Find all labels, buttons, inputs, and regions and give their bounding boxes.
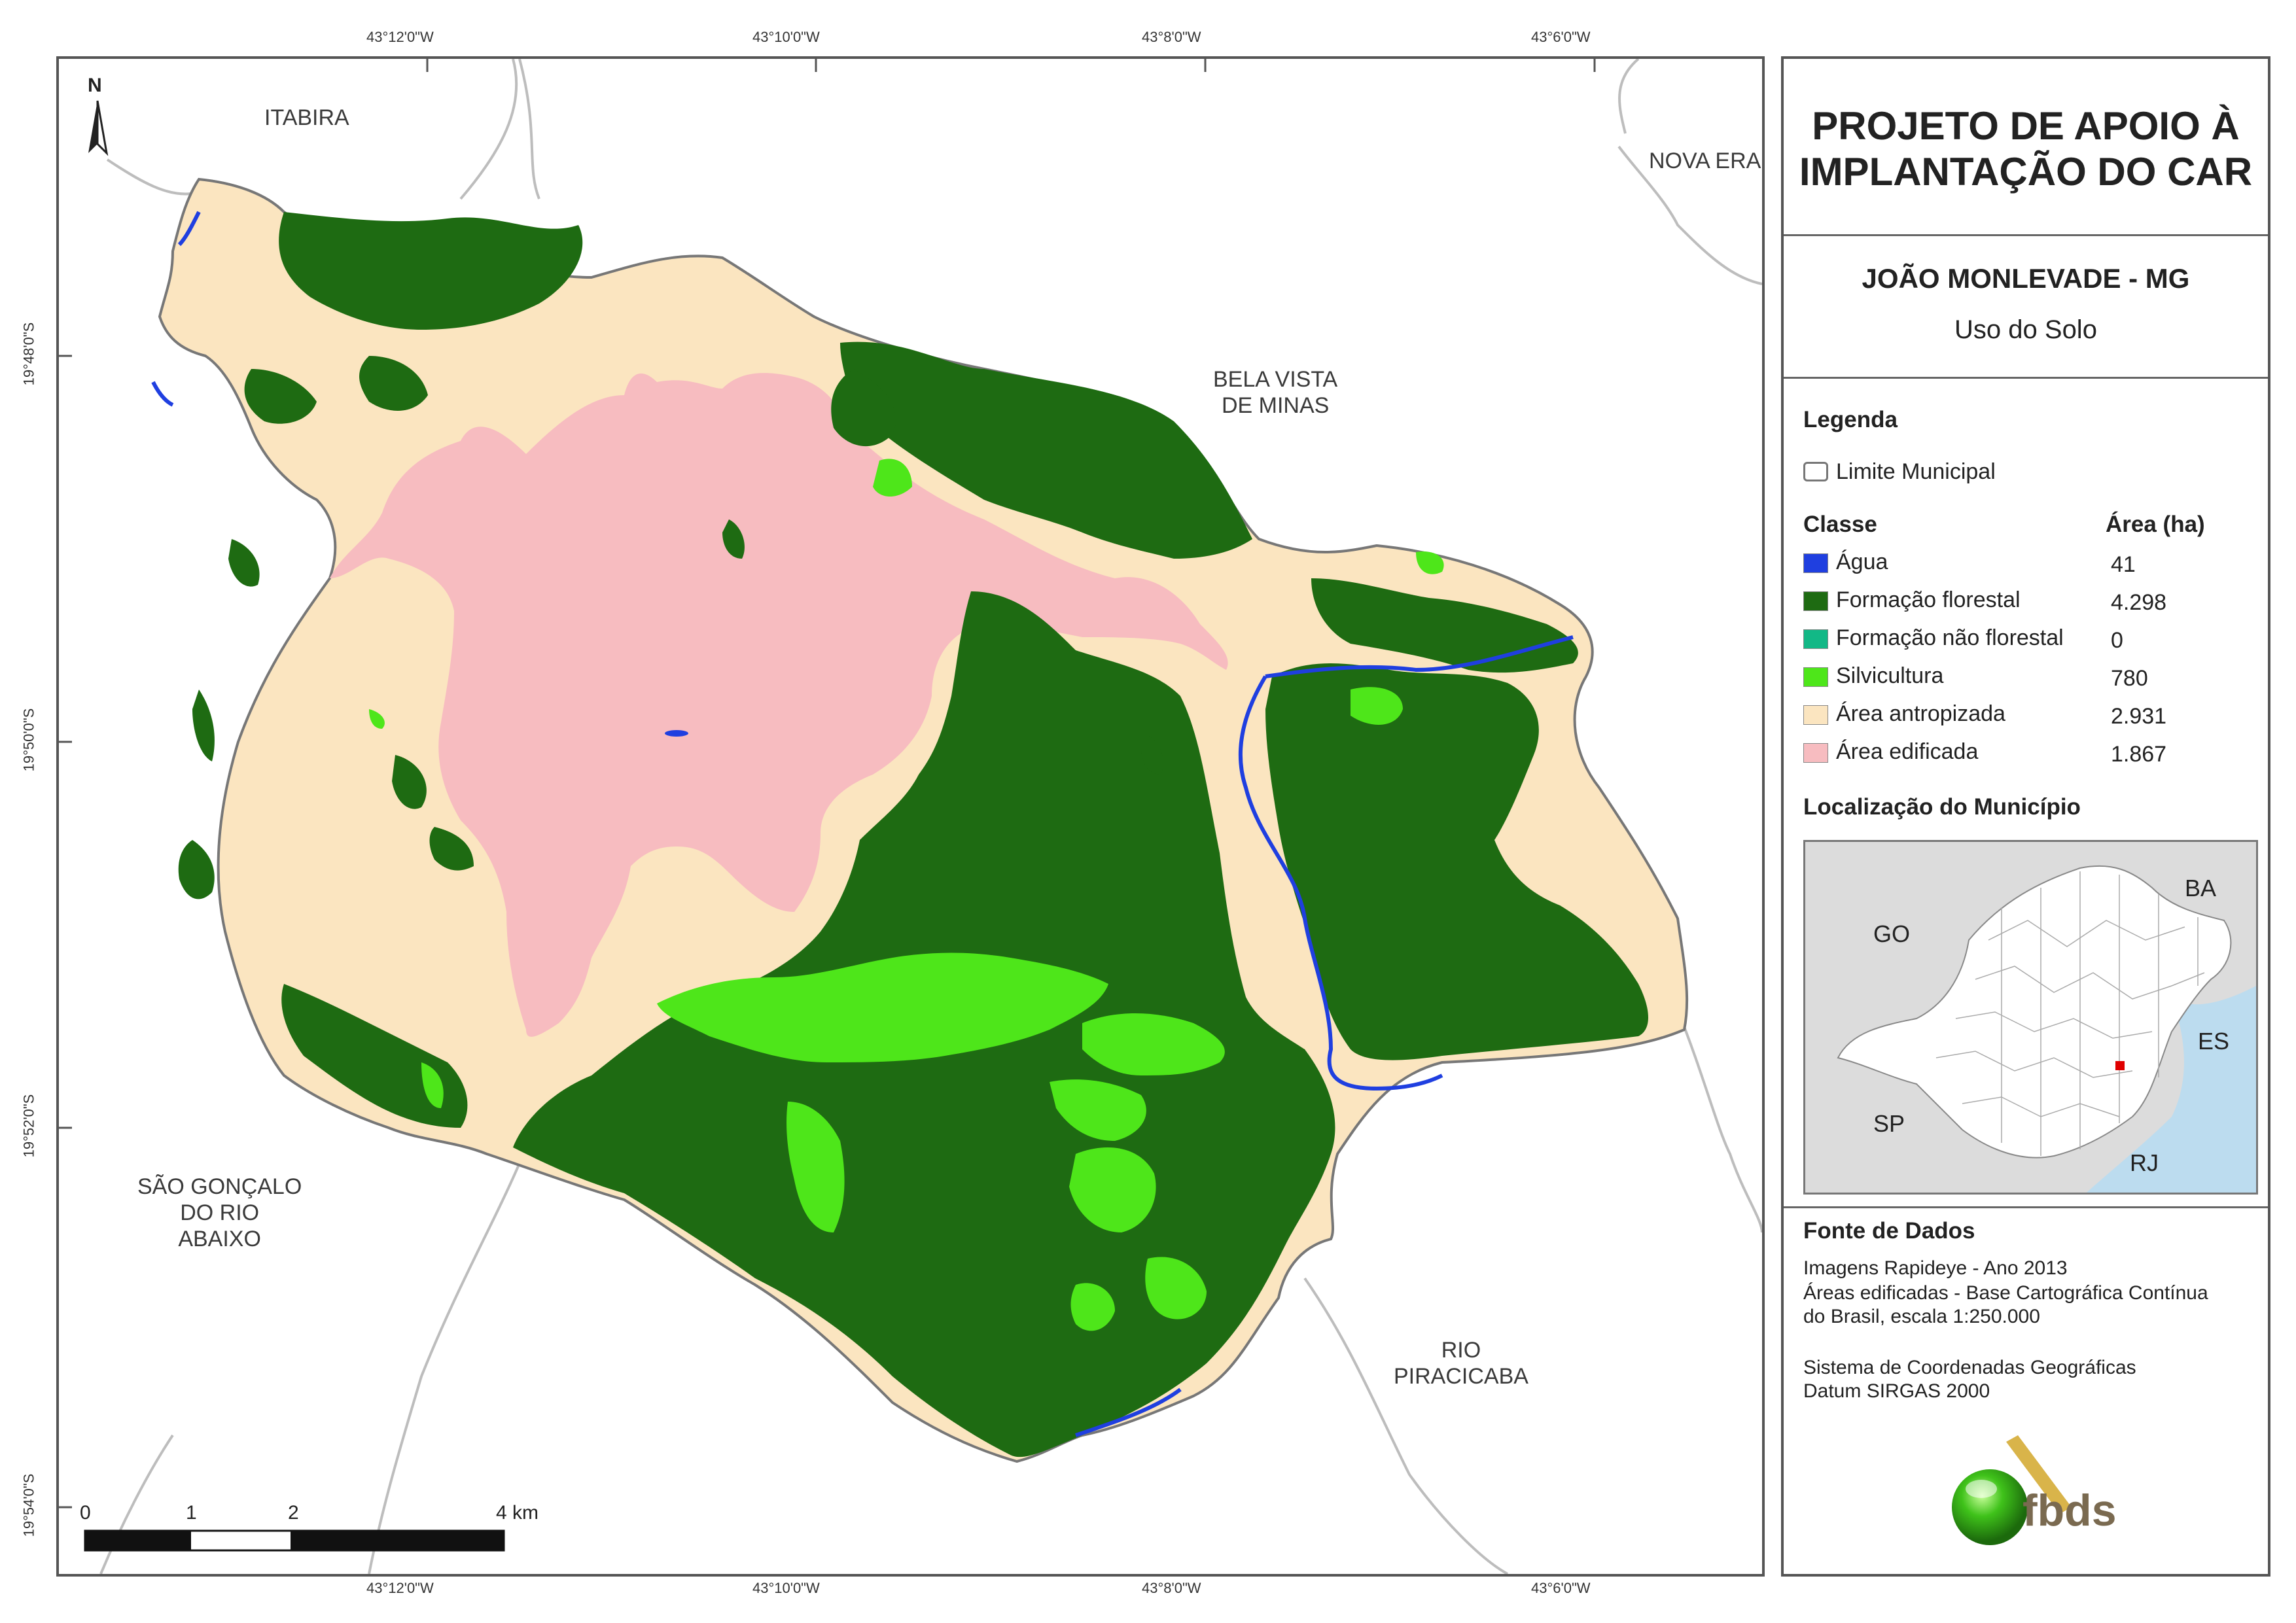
class-swatch xyxy=(1803,629,1828,649)
lon-label-bottom-4: 43°6'0"W xyxy=(1531,1580,1591,1596)
neighbor-itabira: ITABIRA xyxy=(264,105,349,130)
urban-area xyxy=(330,373,1228,1037)
lat-label-4: 19°54'0"S xyxy=(20,1473,37,1537)
neighbor-nova-era: NOVA ERA xyxy=(1649,148,1761,173)
lat-label-1: 19°48'0"S xyxy=(20,322,37,386)
inset-svg xyxy=(1837,865,2256,1193)
lon-label-bottom-3: 43°8'0"W xyxy=(1142,1580,1201,1596)
lon-label-top-3: 43°8'0"W xyxy=(1142,29,1201,45)
class-area: 41 xyxy=(2111,552,2136,577)
class-area: 780 xyxy=(2111,666,2148,691)
neighbor-bela-vista: BELA VISTA DE MINAS xyxy=(1213,367,1338,418)
lon-label-bottom-1: 43°12'0"W xyxy=(366,1580,434,1596)
divider xyxy=(1784,1206,2268,1208)
scale-label-2: 2 xyxy=(288,1502,299,1524)
city-title: JOÃO MONLEVADE - MG xyxy=(1862,263,2190,294)
class-swatch xyxy=(1803,553,1828,573)
class-name: Formação florestal xyxy=(1836,587,2021,612)
lon-label-top-4: 43°6'0"W xyxy=(1531,29,1591,45)
lat-label-3: 19°52'0"S xyxy=(20,1094,37,1158)
map-frame[interactable]: N ITABIRA NOVA ERA BELA VISTA DE MINAS S… xyxy=(56,56,1765,1577)
theme-title: Uso do Solo xyxy=(1954,315,2097,344)
divider xyxy=(1784,234,2268,236)
lon-label-top-1: 43°12'0"W xyxy=(366,29,434,45)
state-label-ba: BA xyxy=(2185,875,2217,901)
class-area: 1.867 xyxy=(2111,742,2167,767)
class-swatch xyxy=(1803,743,1828,763)
neighbor-rio-piracicaba: RIO PIRACICABA xyxy=(1394,1338,1528,1389)
class-name: Silvicultura xyxy=(1836,663,1944,688)
state-label-go: GO xyxy=(1873,920,1911,947)
class-area: 0 xyxy=(2111,628,2123,653)
north-label: N xyxy=(88,75,102,96)
scale-label-0: 0 xyxy=(80,1502,91,1524)
class-heading: Classe xyxy=(1803,512,1877,537)
source-line: Imagens Rapideye - Ano 2013 xyxy=(1803,1257,2068,1279)
state-label-sp: SP xyxy=(1873,1110,1905,1137)
class-swatch xyxy=(1803,667,1828,687)
location-inset-map[interactable]: GO BA ES SP RJ xyxy=(1803,840,2258,1195)
silviculture-areas xyxy=(369,459,1444,1331)
state-label-rj: RJ xyxy=(2130,1149,2159,1176)
land-use-map xyxy=(59,59,1762,1574)
neighbor-sao-goncalo: SÃO GONÇALO DO RIO ABAIXO xyxy=(137,1174,302,1251)
lake-shape xyxy=(665,730,688,737)
legend-heading: Legenda xyxy=(1803,407,1898,432)
class-name: Água xyxy=(1836,550,1888,574)
class-name: Área antropizada xyxy=(1836,701,2005,726)
neighbor-boundaries xyxy=(99,59,1762,1574)
fbds-logo-icon xyxy=(1952,1435,2072,1545)
municipality-marker xyxy=(2115,1061,2125,1070)
scale-label-1: 1 xyxy=(186,1502,197,1524)
north-arrow-icon xyxy=(88,100,109,156)
class-area: 2.931 xyxy=(2111,704,2167,729)
source-line: Datum SIRGAS 2000 xyxy=(1803,1380,1990,1402)
fbds-logo-text: fbds xyxy=(2022,1486,2117,1535)
source-line: Sistema de Coordenadas Geográficas xyxy=(1803,1357,2136,1378)
class-swatch xyxy=(1803,705,1828,725)
source-line: do Brasil, escala 1:250.000 xyxy=(1803,1306,2040,1327)
scale-bar xyxy=(84,1529,505,1552)
legend-panel: PROJETO DE APOIO À IMPLANTAÇÃO DO CAR JO… xyxy=(1781,56,2270,1577)
scale-label-4km: 4 km xyxy=(496,1502,539,1524)
lat-label-2: 19°50'0"S xyxy=(20,708,37,772)
class-area: 4.298 xyxy=(2111,590,2167,615)
boundary-swatch xyxy=(1803,462,1828,481)
class-swatch xyxy=(1803,591,1828,611)
minas-gerais-shape xyxy=(1837,865,2232,1159)
divider xyxy=(1784,377,2268,379)
water-bodies xyxy=(151,211,1574,1437)
class-name: Área edificada xyxy=(1836,739,1979,764)
boundary-label: Limite Municipal xyxy=(1836,459,1996,484)
source-heading: Fonte de Dados xyxy=(1803,1218,1975,1244)
area-heading: Área (ha) xyxy=(2106,512,2205,537)
lon-label-bottom-2: 43°10'0"W xyxy=(752,1580,820,1596)
lon-label-top-2: 43°10'0"W xyxy=(752,29,820,45)
project-title: PROJETO DE APOIO À IMPLANTAÇÃO DO CAR xyxy=(1799,104,2253,194)
class-name: Formação não florestal xyxy=(1836,625,2064,650)
state-label-es: ES xyxy=(2198,1028,2230,1055)
location-heading: Localização do Município xyxy=(1803,794,2081,820)
source-line: Áreas edificadas - Base Cartográfica Con… xyxy=(1803,1282,2208,1304)
